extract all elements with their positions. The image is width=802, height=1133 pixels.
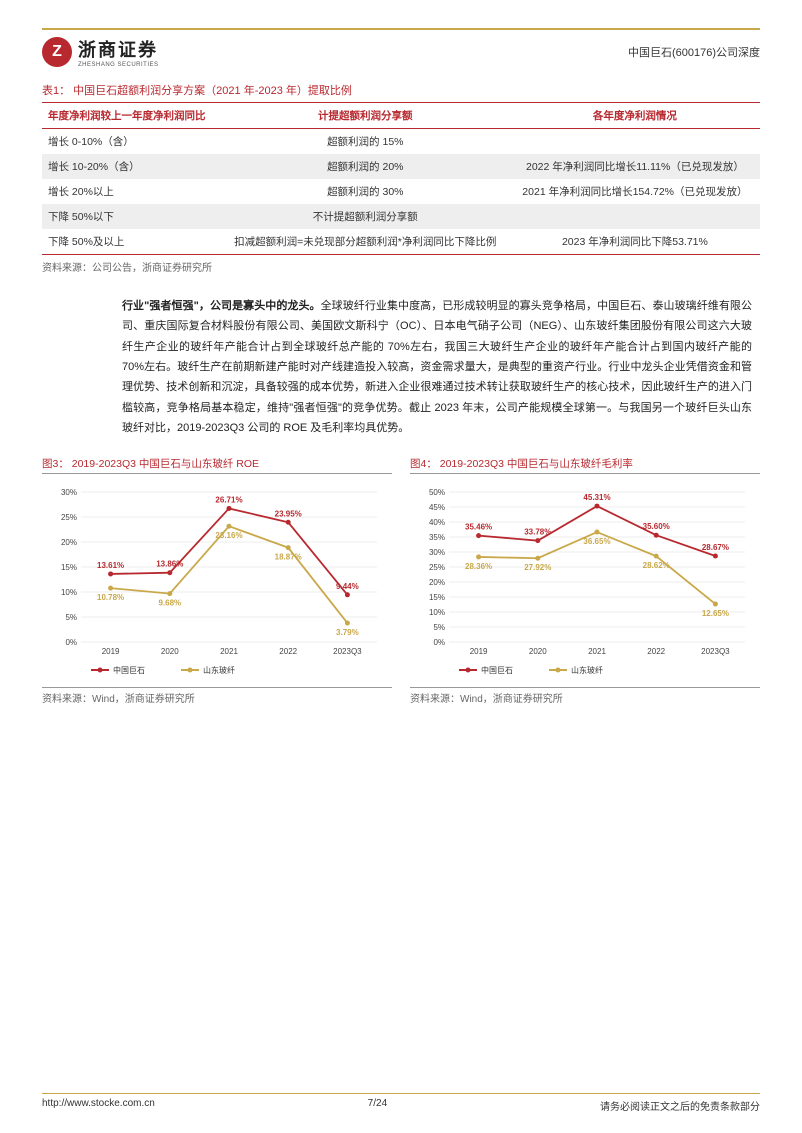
svg-text:50%: 50% bbox=[429, 488, 445, 497]
chart4-block: 图4： 2019-2023Q3 中国巨石与山东玻纤毛利率 0% 5% 10% 15% 2… bbox=[410, 456, 760, 705]
svg-text:9.44%: 9.44% bbox=[336, 582, 359, 591]
svg-text:15%: 15% bbox=[429, 593, 445, 602]
table-cell bbox=[510, 204, 760, 229]
svg-text:36.65%: 36.65% bbox=[583, 537, 610, 546]
svg-text:13.86%: 13.86% bbox=[156, 560, 183, 569]
svg-text:28.62%: 28.62% bbox=[643, 562, 670, 571]
logo: Z 浙商证券 ZHESHANG SECURITIES bbox=[42, 36, 159, 68]
table-cell: 下降 50%及以上 bbox=[42, 229, 221, 255]
table1-col2: 各年度净利润情况 bbox=[510, 103, 760, 129]
footer-page: 7/24 bbox=[368, 1098, 387, 1113]
svg-text:35.46%: 35.46% bbox=[465, 523, 492, 532]
svg-text:18.87%: 18.87% bbox=[275, 553, 302, 562]
svg-text:35.60%: 35.60% bbox=[643, 523, 670, 532]
table1: 年度净利润较上一年度净利润同比 计提超额利润分享额 各年度净利润情况 增长 0-… bbox=[42, 102, 760, 255]
table-cell: 增长 0-10%（含） bbox=[42, 129, 221, 155]
body-paragraph: 行业"强者恒强"，公司是寡头中的龙头。全球玻纤行业集中度高，已形成较明显的寡头竞… bbox=[42, 296, 760, 438]
para-body: 全球玻纤行业集中度高，已形成较明显的寡头竞争格局，中国巨石、泰山玻璃纤维有限公司… bbox=[122, 300, 752, 434]
svg-text:2023Q3: 2023Q3 bbox=[701, 647, 730, 656]
svg-text:山东玻纤: 山东玻纤 bbox=[571, 665, 603, 675]
svg-text:15%: 15% bbox=[61, 563, 77, 572]
svg-text:2023Q3: 2023Q3 bbox=[333, 647, 362, 656]
table-cell: 增长 20%以上 bbox=[42, 179, 221, 204]
chart3-title: 图3： 2019-2023Q3 中国巨石与山东玻纤 ROE bbox=[42, 456, 392, 474]
table-cell: 超额利润的 15% bbox=[221, 129, 510, 155]
svg-text:9.68%: 9.68% bbox=[158, 599, 181, 608]
svg-text:5%: 5% bbox=[65, 613, 77, 622]
svg-text:45.31%: 45.31% bbox=[583, 493, 610, 502]
table1-title: 表1： 中国巨石超额利润分享方案（2021 年-2023 年）提取比例 bbox=[42, 82, 760, 98]
svg-text:2019: 2019 bbox=[470, 647, 488, 656]
table-cell: 扣减超额利润=未兑现部分超额利润*净利润同比下降比例 bbox=[221, 229, 510, 255]
page-header: Z 浙商证券 ZHESHANG SECURITIES 中国巨石(600176)公… bbox=[42, 28, 760, 68]
svg-text:2021: 2021 bbox=[220, 647, 238, 656]
table-cell: 超额利润的 30% bbox=[221, 179, 510, 204]
svg-text:13.61%: 13.61% bbox=[97, 561, 124, 570]
table1-col0: 年度净利润较上一年度净利润同比 bbox=[42, 103, 221, 129]
header-subtitle: 中国巨石(600176)公司深度 bbox=[628, 44, 760, 60]
svg-text:2020: 2020 bbox=[529, 647, 547, 656]
svg-text:12.65%: 12.65% bbox=[702, 609, 729, 618]
table-cell: 超额利润的 20% bbox=[221, 154, 510, 179]
svg-text:5%: 5% bbox=[433, 623, 445, 632]
svg-text:23.95%: 23.95% bbox=[275, 510, 302, 519]
svg-text:25%: 25% bbox=[61, 513, 77, 522]
svg-text:2022: 2022 bbox=[279, 647, 297, 656]
svg-text:2020: 2020 bbox=[161, 647, 179, 656]
chart4-source: 资料来源：Wind，浙商证券研究所 bbox=[410, 687, 760, 705]
table1-col1: 计提超额利润分享额 bbox=[221, 103, 510, 129]
footer-url: http://www.stocke.com.cn bbox=[42, 1098, 155, 1113]
svg-text:28.67%: 28.67% bbox=[702, 543, 729, 552]
svg-text:0%: 0% bbox=[65, 638, 77, 647]
svg-text:山东玻纤: 山东玻纤 bbox=[203, 665, 235, 675]
svg-text:3.79%: 3.79% bbox=[336, 628, 359, 637]
svg-text:40%: 40% bbox=[429, 518, 445, 527]
table-cell: 2023 年净利润同比下降53.71% bbox=[510, 229, 760, 255]
chart3-svg: 0% 5% 10% 15% 20% 25% 30% 2019 2020 2021 2022 2023Q… bbox=[42, 480, 392, 680]
svg-text:28.36%: 28.36% bbox=[465, 562, 492, 571]
chart4-title: 图4： 2019-2023Q3 中国巨石与山东玻纤毛利率 bbox=[410, 456, 760, 474]
chart3-block: 图3： 2019-2023Q3 中国巨石与山东玻纤 ROE 0% 5% 10% 15%… bbox=[42, 456, 392, 705]
svg-text:26.71%: 26.71% bbox=[215, 496, 242, 505]
para-lead: 行业"强者恒强"，公司是寡头中的龙头。 bbox=[122, 300, 321, 312]
svg-text:10.78%: 10.78% bbox=[97, 594, 124, 603]
svg-text:0%: 0% bbox=[433, 638, 445, 647]
table-cell: 增长 10-20%（含） bbox=[42, 154, 221, 179]
page-footer: http://www.stocke.com.cn 7/24 请务必阅读正文之后的… bbox=[42, 1093, 760, 1113]
svg-text:27.92%: 27.92% bbox=[524, 564, 551, 573]
svg-text:中国巨石: 中国巨石 bbox=[481, 665, 513, 675]
chart3-source: 资料来源：Wind，浙商证券研究所 bbox=[42, 687, 392, 705]
table-cell: 2022 年净利润同比增长11.11%（已兑现发放） bbox=[510, 154, 760, 179]
table-cell: 2021 年净利润同比增长154.72%（已兑现发放） bbox=[510, 179, 760, 204]
footer-disclaimer: 请务必阅读正文之后的免责条款部分 bbox=[600, 1098, 760, 1113]
table-cell bbox=[510, 129, 760, 155]
table1-source: 资料来源：公司公告，浙商证券研究所 bbox=[42, 259, 760, 274]
svg-text:20%: 20% bbox=[429, 578, 445, 587]
table-row: 下降 50%以下不计提超额利润分享额 bbox=[42, 204, 760, 229]
svg-text:2019: 2019 bbox=[102, 647, 120, 656]
logo-text-cn: 浙商证券 bbox=[78, 36, 159, 62]
table-row: 下降 50%及以上扣减超额利润=未兑现部分超额利润*净利润同比下降比例2023 … bbox=[42, 229, 760, 255]
logo-text-en: ZHESHANG SECURITIES bbox=[78, 62, 159, 68]
chart4-svg: 0% 5% 10% 15% 20% 25% 30% 35% 40% 45% 50% 2019 2020 2… bbox=[410, 480, 760, 680]
svg-text:30%: 30% bbox=[61, 488, 77, 497]
svg-text:25%: 25% bbox=[429, 563, 445, 572]
svg-text:33.78%: 33.78% bbox=[524, 528, 551, 537]
svg-text:2022: 2022 bbox=[647, 647, 665, 656]
table-cell: 不计提超额利润分享额 bbox=[221, 204, 510, 229]
svg-text:2021: 2021 bbox=[588, 647, 606, 656]
svg-text:35%: 35% bbox=[429, 533, 445, 542]
svg-text:20%: 20% bbox=[61, 538, 77, 547]
table-row: 增长 10-20%（含）超额利润的 20%2022 年净利润同比增长11.11%… bbox=[42, 154, 760, 179]
svg-text:30%: 30% bbox=[429, 548, 445, 557]
logo-icon: Z bbox=[42, 37, 72, 67]
svg-text:45%: 45% bbox=[429, 503, 445, 512]
svg-text:10%: 10% bbox=[61, 588, 77, 597]
svg-text:10%: 10% bbox=[429, 608, 445, 617]
table-row: 增长 20%以上超额利润的 30%2021 年净利润同比增长154.72%（已兑… bbox=[42, 179, 760, 204]
table-cell: 下降 50%以下 bbox=[42, 204, 221, 229]
svg-text:中国巨石: 中国巨石 bbox=[113, 665, 145, 675]
svg-text:23.16%: 23.16% bbox=[215, 532, 242, 541]
table-row: 增长 0-10%（含）超额利润的 15% bbox=[42, 129, 760, 155]
